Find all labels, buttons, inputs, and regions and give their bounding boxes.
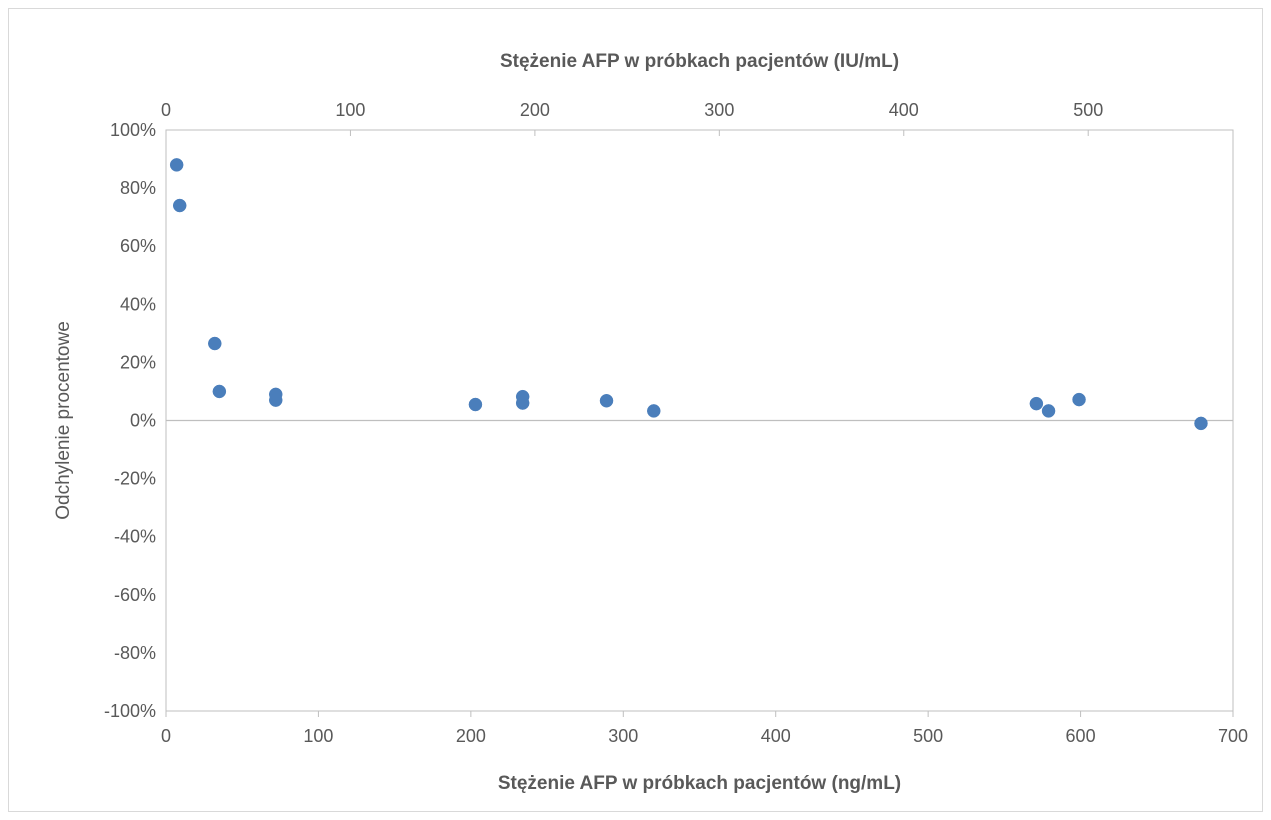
x-tick-label: 400 [761, 726, 791, 746]
y-tick-label: -60% [114, 585, 156, 605]
data-point [172, 198, 187, 213]
x-axis-ticks: 0 100 200 300 400 500 600 700 [161, 711, 1248, 746]
top-tick-label: 400 [889, 100, 919, 120]
y-axis-title: Odchylenie procentowe [53, 321, 74, 520]
y-tick-label: 20% [120, 352, 156, 372]
x-tick-label: 200 [456, 726, 486, 746]
data-point [1194, 416, 1208, 431]
x-tick-label: 300 [608, 726, 638, 746]
y-tick-label: -100% [104, 701, 156, 721]
data-point [1072, 392, 1086, 407]
data-point [647, 404, 661, 418]
y-tick-label: 80% [120, 178, 156, 198]
x-tick-label: 700 [1218, 726, 1248, 746]
data-point [515, 396, 530, 410]
plot-area [165, 129, 1234, 712]
data-point [468, 397, 483, 412]
x-axis-title: Stężenie AFP w próbkach pacjentów (ng/mL… [498, 773, 901, 794]
top-tick-label: 0 [161, 100, 171, 120]
data-point [212, 384, 227, 399]
top-tick-label: 200 [520, 100, 550, 120]
y-tick-label: -80% [114, 643, 156, 663]
data-point [1029, 396, 1044, 411]
data-point [1041, 404, 1056, 418]
y-tick-label: -40% [114, 527, 156, 547]
y-tick-label: 100% [110, 120, 156, 140]
data-point [599, 393, 614, 408]
y-tick-label: -20% [114, 469, 156, 489]
data-points [169, 158, 1208, 431]
x-tick-label: 600 [1066, 726, 1096, 746]
y-tick-label: 60% [120, 236, 156, 256]
scatter-chart: 0 100 200 300 400 500 600 700 0 100 200 300 400 500 … [53, 51, 1248, 794]
top-tick-label: 100 [335, 100, 365, 120]
x-tick-label: 100 [303, 726, 333, 746]
chart-area: 0 100 200 300 400 500 600 700 0 100 200 300 400 500 … [8, 8, 1263, 812]
y-axis-ticks: 100% 80% 60% 40% 20% 0% -20% -40% -60% -80% -100% [104, 120, 156, 721]
top-axis-ticks: 0 100 200 300 400 500 [161, 100, 1103, 136]
x-tick-label: 0 [161, 726, 171, 746]
y-tick-label: 0% [130, 411, 156, 431]
top-tick-label: 300 [704, 100, 734, 120]
top-tick-label: 500 [1073, 100, 1103, 120]
x-tick-label: 500 [913, 726, 943, 746]
data-point [268, 393, 283, 407]
y-tick-label: 40% [120, 294, 156, 314]
data-point [169, 158, 184, 172]
data-point [208, 336, 222, 351]
top-axis-title: Stężenie AFP w próbkach pacjentów (IU/mL… [500, 51, 899, 72]
